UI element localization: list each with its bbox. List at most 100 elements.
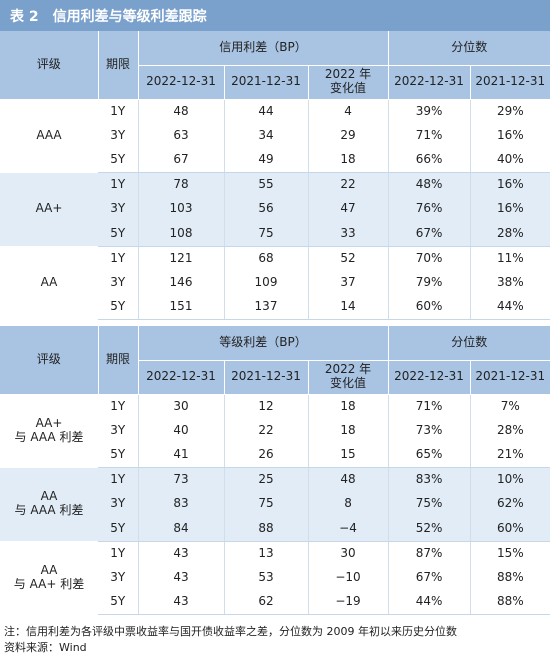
grade-cell: AA+ [0,172,98,246]
value-cell: 34 [223,123,308,148]
term-cell: 3Y [98,270,138,295]
term-cell: 5Y [98,516,138,542]
value-cell: 137 [223,295,308,320]
value-cell: 84 [137,516,224,542]
value-cell: 48% [387,172,471,197]
table-row: AA 与 AAA 利差 1Y 73 25 48 83% 10% [0,467,550,541]
value-cell: 15% [469,541,550,566]
value-cell: 121 [137,246,224,271]
value-cell: 43 [137,541,224,566]
term-cell: 1Y [98,172,138,197]
header-col-2022: 2022-12-31 [137,65,224,100]
table-row: AA+ 1Y 78 55 22 48% 16% [0,172,550,246]
grade-spread-table: 评级 期限 等级利差（BP） 分位数 2022-12-31 2021-12-31… [0,326,550,615]
value-cell: 88% [469,590,550,615]
value-cell: 16% [469,197,550,222]
value-cell: 67% [387,221,471,247]
value-cell: 146 [137,270,224,295]
term-cell: 5Y [98,443,138,468]
term-cell: 5Y [98,590,138,615]
value-cell: 71% [387,394,471,419]
value-cell: 60% [387,295,471,320]
table-row: 3Y 40 22 18 73% 28% [0,418,550,443]
header-term: 期限 [97,31,138,100]
term-cell: 3Y [98,492,138,517]
value-cell: 78 [137,172,224,197]
table-row: 3Y 103 56 47 76% 16% [0,197,550,222]
value-cell: 28% [469,221,550,247]
value-cell: 87% [387,541,471,566]
value-cell: 73 [137,467,224,492]
value-cell: 40% [469,148,550,173]
value-cell: 43 [137,590,224,615]
table-row: 5Y 67 49 18 66% 40% [0,148,550,173]
header-col-pct-2022: 2022-12-31 [387,65,471,100]
term-cell: 3Y [98,197,138,222]
term-cell: 1Y [98,99,138,124]
table-row: 3Y 146 109 37 79% 38% [0,270,550,295]
value-cell: 53 [223,565,308,590]
header-grade-spread: 等级利差（BP） [137,326,389,361]
value-cell: 40 [137,418,224,443]
value-cell: 65% [387,443,471,468]
value-cell: 44% [469,295,550,320]
value-cell: 30 [137,394,224,419]
value-cell: 37 [307,270,389,295]
value-cell: 67% [387,565,471,590]
grade-cell: AA 与 AA+ 利差 [0,541,98,615]
value-cell: 22 [307,172,389,197]
table-title-bar: 表 2 信用利差与等级利差跟踪 [0,0,550,31]
grade-cell: AA 与 AAA 利差 [0,467,98,541]
term-cell: 3Y [98,123,138,148]
credit-spread-body: AAA 1Y 48 44 4 39% 29% 3Y 63 34 29 71% 16% 5Y 67 49 18 66… [0,99,550,320]
value-cell: 63 [137,123,224,148]
value-cell: 33 [307,221,389,247]
table-notes: 注：信用利差为各评级中票收益率与国开债收益率之差，分位数为 2009 年初以来历… [4,624,549,656]
value-cell: 103 [137,197,224,222]
header-col-pct-2021: 2021-12-31 [469,360,550,395]
value-cell: 70% [387,246,471,271]
term-cell: 5Y [98,295,138,320]
value-cell: 29% [469,99,550,124]
table-row: 3Y 43 53 −10 67% 88% [0,565,550,590]
value-cell: −4 [307,516,389,542]
value-cell: 62 [223,590,308,615]
table-number: 表 2 [10,8,39,25]
value-cell: 44 [223,99,308,124]
value-cell: 73% [387,418,471,443]
credit-spread-header: 评级 期限 信用利差（BP） 分位数 2022-12-31 2021-12-31… [0,31,550,100]
grade-spread-body: AA+ 与 AAA 利差 1Y 30 12 18 71% 7% 3Y 40 22 18 73% 28% 5… [0,394,550,615]
value-cell: 41 [137,443,224,468]
value-cell: 13 [223,541,308,566]
value-cell: 75% [387,492,471,517]
value-cell: 21% [469,443,550,468]
value-cell: 48 [137,99,224,124]
table-row: 5Y 43 62 −19 44% 88% [0,590,550,615]
value-cell: 18 [307,394,389,419]
header-term: 期限 [97,326,138,395]
value-cell: 15 [307,443,389,468]
value-cell: 47 [307,197,389,222]
header-col-change: 2022 年 变化值 [307,65,389,100]
value-cell: 83 [137,492,224,517]
value-cell: 66% [387,148,471,173]
grade-cell: AA+ 与 AAA 利差 [0,394,98,468]
value-cell: 7% [469,394,550,419]
table-row: 3Y 63 34 29 71% 16% [0,123,550,148]
value-cell: 108 [137,221,224,247]
value-cell: 30 [307,541,389,566]
value-cell: 48 [307,467,389,492]
value-cell: 76% [387,197,471,222]
value-cell: 56 [223,197,308,222]
value-cell: 79% [387,270,471,295]
grade-spread-header: 评级 期限 等级利差（BP） 分位数 2022-12-31 2021-12-31… [0,326,550,395]
value-cell: 62% [469,492,550,517]
value-cell: 38% [469,270,550,295]
value-cell: 43 [137,565,224,590]
value-cell: 18 [307,148,389,173]
term-cell: 3Y [98,565,138,590]
header-percentile: 分位数 [387,31,550,66]
header-col-pct-2021: 2021-12-31 [469,65,550,100]
credit-spread-table: 评级 期限 信用利差（BP） 分位数 2022-12-31 2021-12-31… [0,31,550,320]
value-cell: 49 [223,148,308,173]
